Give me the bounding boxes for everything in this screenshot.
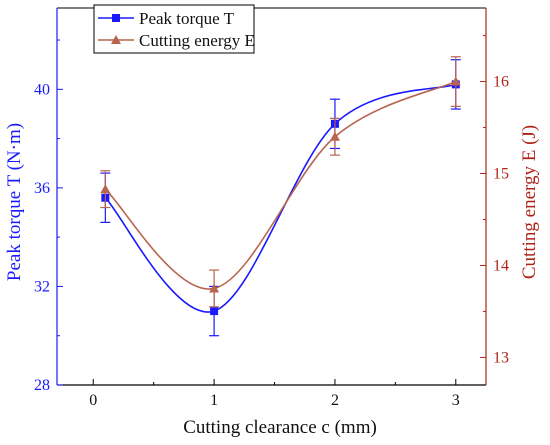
data-point: [210, 307, 219, 316]
data-point: [450, 76, 461, 86]
legend-marker-peak-torque: [112, 14, 120, 22]
plot-frame: [56, 7, 487, 386]
series-line: [104, 83, 457, 313]
y-left-tick-label: 28: [34, 377, 50, 394]
legend-entry-peak-torque: Peak torque T: [139, 9, 235, 28]
series-cutting-energy: [100, 56, 461, 308]
y-axis-left: 28 32 36 40: [34, 39, 63, 394]
y-left-tick-label: 36: [34, 180, 50, 197]
y-right-tick-label: 16: [493, 74, 509, 91]
x-axis: 0 1 2 3: [89, 379, 460, 409]
series-layer: [100, 56, 461, 337]
y-axis-right-label: Cutting energy E (J): [519, 125, 540, 279]
x-tick-label: 3: [452, 392, 460, 409]
x-tick-label: 0: [89, 392, 97, 409]
y-right-tick-label: 14: [493, 257, 509, 274]
data-point: [100, 184, 111, 194]
y-left-tick-label: 40: [34, 81, 50, 98]
y-axis-left-label: Peak torque T (N·m): [4, 123, 25, 281]
x-tick-label: 1: [210, 392, 218, 409]
x-tick-label: 2: [331, 392, 339, 409]
data-point: [209, 283, 220, 293]
x-axis-label: Cutting clearance c (mm): [183, 417, 377, 438]
legend-box: [93, 4, 255, 54]
y-right-tick-label: 15: [493, 166, 509, 183]
y-left-tick-label: 32: [34, 278, 50, 295]
legend: Peak torque T Cutting energy E: [93, 4, 255, 54]
legend-entry-cutting-energy: Cutting energy E: [139, 31, 255, 50]
y-axis-right: 13 14 15 16: [480, 35, 509, 366]
y-right-tick-label: 13: [493, 349, 509, 366]
data-point: [329, 131, 340, 141]
legend-marker-cutting-energy: [111, 35, 121, 44]
series-line: [104, 80, 457, 290]
series-peak-torque: [100, 59, 461, 337]
